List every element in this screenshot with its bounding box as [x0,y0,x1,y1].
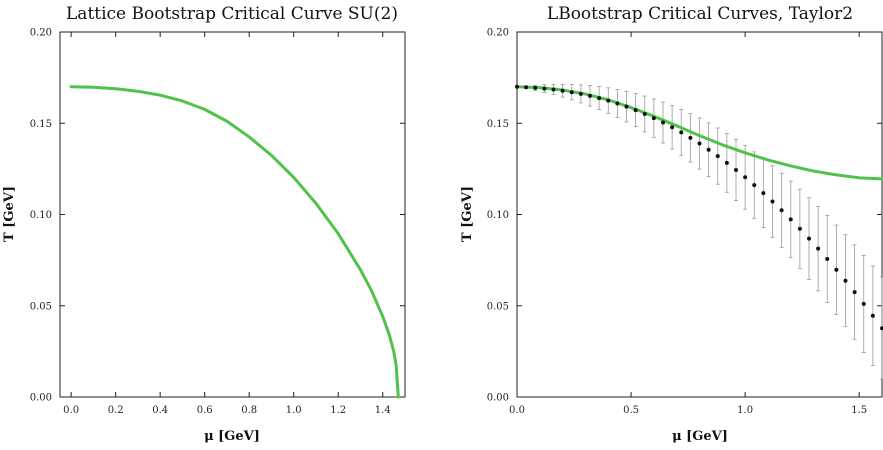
chart-left-series [69,85,400,399]
x-tick-label: 0.5 [623,405,639,416]
data-point [697,141,702,146]
data-point [706,147,711,152]
data-point [560,88,565,93]
data-point [870,313,875,318]
data-point [642,111,647,116]
x-tick-label: 1.0 [737,405,753,416]
y-tick-label: 0.15 [30,119,52,130]
data-point [761,191,766,196]
data-point [569,90,574,95]
chart-right-title: LBootstrap Critical Curves, Taylor2 [547,4,853,24]
data-point [852,290,857,295]
data-point [788,217,793,222]
y-tick-label: 0.20 [487,28,509,39]
chart-left-title: Lattice Bootstrap Critical Curve SU(2) [66,4,398,24]
data-point [816,246,821,251]
chart-left-xlabel: μ [GeV] [204,429,260,444]
data-point [843,278,848,283]
data-point [834,267,839,272]
y-tick-label: 0.05 [487,301,509,312]
data-point [551,87,556,92]
chart-right: LBootstrap Critical Curves, Taylor2 0.0 0… [460,4,883,444]
y-tick-label: 0.20 [30,28,52,39]
data-point [597,96,602,101]
data-point [807,236,811,241]
data-point [825,257,830,262]
data-point [770,199,775,204]
x-tick-label: 1.2 [330,405,346,416]
x-tick-label: 0.8 [241,405,257,416]
chart-right-xlabel: μ [GeV] [672,429,728,444]
data-point [743,175,748,180]
chart-right-ylabel: T [GeV] [460,186,475,242]
chart-left-ylabel: T [GeV] [2,186,17,242]
chart-right-errorbars [524,83,883,380]
y-tick-label: 0.10 [487,210,509,221]
x-tick-label: 1.4 [375,405,391,416]
x-tick-label: 0.6 [197,405,213,416]
y-tick-label: 0.00 [30,393,52,404]
data-point [588,93,592,98]
critical-curve [69,85,400,399]
data-point [688,135,693,140]
data-point [670,125,675,130]
data-point [606,98,611,103]
data-point [779,208,784,213]
y-tick-label: 0.10 [30,210,52,221]
data-point [797,226,802,231]
x-tick-label: 0.4 [152,405,168,416]
data-point [752,183,757,188]
data-point [524,85,529,90]
data-point [724,160,729,165]
data-point [633,108,638,113]
data-point [661,120,665,125]
chart-right-ticks: 0.0 0.5 1.0 1.5 0.00 0.05 0.10 0.15 0.20 [487,28,882,416]
y-tick-label: 0.00 [487,393,509,404]
data-point [515,84,519,89]
data-point [679,130,684,135]
data-point [651,116,656,121]
chart-right-points [515,84,883,331]
x-tick-label: 0.0 [509,405,525,416]
x-tick-label: 0.0 [63,405,79,416]
chart-left: Lattice Bootstrap Critical Curve SU(2) 0… [2,4,406,444]
data-point [542,86,547,91]
x-tick-label: 0.2 [108,405,124,416]
chart-left-ticks: 0.0 0.2 0.4 0.6 0.8 1.0 1.2 1.4 0.00 0.05 0.10 0.15… [30,28,405,416]
data-point [578,91,583,96]
data-point [880,326,883,331]
data-point [533,85,538,90]
data-point [624,104,629,109]
x-tick-label: 1.0 [286,405,302,416]
data-point [861,301,866,306]
x-tick-label: 1.5 [851,405,867,416]
data-point [715,154,720,159]
data-point [734,167,738,172]
chart-right-series [515,85,883,181]
chart-left-frame [59,31,406,398]
y-tick-label: 0.05 [30,301,52,312]
data-point [615,101,620,106]
y-tick-label: 0.15 [487,119,509,130]
critical-curve [515,85,883,181]
